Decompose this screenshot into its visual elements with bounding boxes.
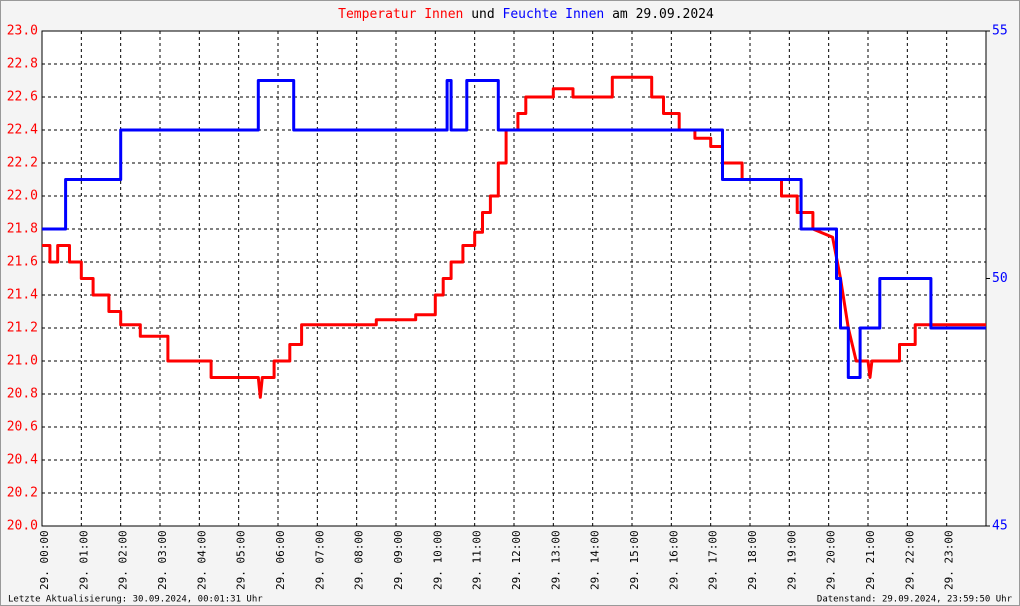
x-tick-label: 29. 17:00 — [707, 530, 720, 590]
y-tick-label: 22.0 — [7, 189, 38, 204]
y-tick-label: 20.0 — [7, 519, 38, 534]
y-tick-label: 22.2 — [7, 156, 38, 171]
chart-title: Temperatur Innen und Feuchte Innen am 29… — [338, 7, 714, 22]
x-tick-label: 29. 15:00 — [628, 530, 641, 590]
x-tick-label: 29. 14:00 — [589, 530, 602, 590]
y-tick-label: 20.2 — [7, 486, 38, 501]
y-tick-label: 21.8 — [7, 222, 38, 237]
y-tick-label: 23.0 — [7, 24, 38, 39]
y-tick-label: 21.6 — [7, 255, 38, 270]
y-tick-label: 21.0 — [7, 354, 38, 369]
footer-right: Datenstand: 29.09.2024, 23:59:50 Uhr — [817, 595, 1013, 605]
x-tick-label: 29. 23:00 — [943, 530, 956, 590]
title-part: und — [471, 7, 494, 22]
x-tick-label: 29. 05:00 — [235, 530, 248, 590]
title-part: Feuchte Innen — [503, 7, 605, 22]
x-tick-label: 29. 01:00 — [77, 530, 90, 590]
y-tick-label: 22.6 — [7, 90, 38, 105]
x-tick-label: 29. 20:00 — [825, 530, 838, 590]
x-tick-label: 29. 03:00 — [156, 530, 169, 590]
title-part: am 29.09.2024 — [612, 7, 714, 22]
x-tick-label: 29. 07:00 — [313, 530, 326, 590]
x-tick-label: 29. 09:00 — [392, 530, 405, 590]
y-tick-label: 21.2 — [7, 321, 38, 336]
y2-tick-label: 50 — [992, 271, 1008, 286]
y2-tick-label: 55 — [992, 24, 1008, 39]
y-tick-label: 21.4 — [7, 288, 38, 303]
data-line — [42, 79, 986, 379]
x-tick-label: 29. 16:00 — [667, 530, 680, 590]
x-tick-label: 29. 21:00 — [864, 530, 877, 590]
title-part: Temperatur Innen — [338, 7, 463, 22]
x-tick-label: 29. 08:00 — [353, 530, 366, 590]
x-tick-label: 29. 10:00 — [431, 530, 444, 590]
y-tick-label: 22.4 — [7, 123, 38, 138]
footer-left: Letzte Aktualisierung: 30.09.2024, 00:01… — [8, 595, 263, 605]
data-line — [42, 75, 986, 399]
y-tick-label: 22.8 — [7, 57, 38, 72]
x-tick-label: 29. 04:00 — [195, 530, 208, 590]
x-tick-label: 29. 22:00 — [903, 530, 916, 590]
y2-tick-label: 45 — [992, 519, 1008, 534]
x-tick-label: 29. 13:00 — [549, 530, 562, 590]
y-tick-label: 20.6 — [7, 420, 38, 435]
x-tick-label: 29. 11:00 — [471, 530, 484, 590]
x-tick-label: 29. 00:00 — [38, 530, 51, 590]
x-tick-label: 29. 19:00 — [785, 530, 798, 590]
x-tick-label: 29. 18:00 — [746, 530, 759, 590]
x-tick-label: 29. 02:00 — [117, 530, 130, 590]
y-tick-label: 20.4 — [7, 453, 38, 468]
x-tick-label: 29. 12:00 — [510, 530, 523, 590]
y-tick-label: 20.8 — [7, 387, 38, 402]
x-tick-label: 29. 06:00 — [274, 530, 287, 590]
